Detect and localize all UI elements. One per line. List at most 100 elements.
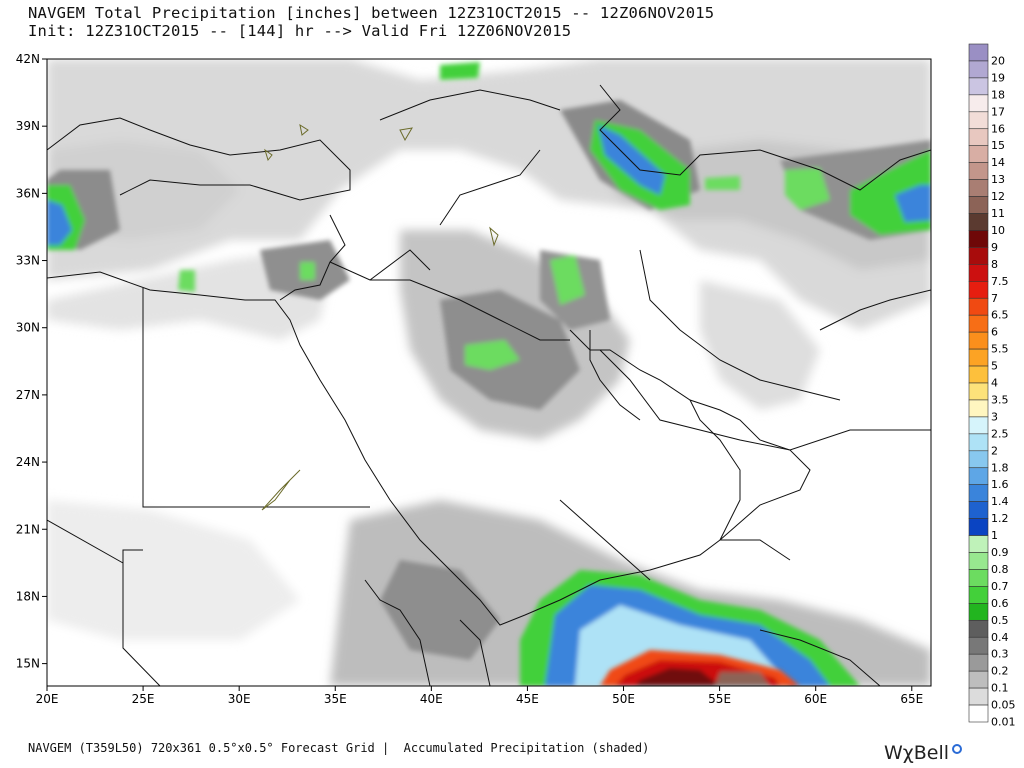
legend-label: 0.5 <box>991 614 1009 627</box>
legend-label: 6 <box>991 326 998 339</box>
legend-swatch <box>968 399 989 418</box>
legend-label: 0.6 <box>991 597 1009 610</box>
lat-tick-label: 42N <box>16 52 40 66</box>
legend-label: 17 <box>991 105 1005 118</box>
lat-tick-label: 18N <box>16 589 40 603</box>
legend-label: 8 <box>991 258 998 271</box>
map-frame <box>46 58 932 687</box>
lat-tick-label: 33N <box>16 254 40 268</box>
legend-swatch <box>968 687 989 706</box>
legend-swatch <box>968 94 989 113</box>
legend-label: 6.5 <box>991 309 1009 322</box>
legend-swatch <box>968 43 989 62</box>
legend-label: 5.5 <box>991 343 1009 356</box>
lon-tick-label: 60E <box>804 692 827 706</box>
lon-tick-label: 50E <box>612 692 635 706</box>
legend-swatch <box>968 331 989 350</box>
legend-label: 1 <box>991 529 998 542</box>
legend-swatch <box>968 196 989 214</box>
legend-swatch <box>968 179 989 197</box>
legend-label: 2.5 <box>991 427 1009 440</box>
map-area <box>47 59 931 686</box>
lat-tick-label: 27N <box>16 388 40 402</box>
legend-swatch <box>968 111 989 130</box>
legend-label: 7.5 <box>991 275 1009 288</box>
lon-tick-label: 55E <box>708 692 731 706</box>
legend-label: 7 <box>991 292 998 305</box>
legend-swatch <box>968 636 989 655</box>
legend-label: 1.4 <box>991 495 1009 508</box>
legend-label: 0.05 <box>991 699 1016 712</box>
legend-swatch <box>968 314 989 333</box>
lat-tick-label: 36N <box>16 186 40 200</box>
legend-label: 9 <box>991 241 998 254</box>
legend-swatch <box>968 382 989 401</box>
legend-swatch <box>968 297 989 316</box>
lon-tick-label: 25E <box>132 692 155 706</box>
legend-label: 0.1 <box>991 682 1009 695</box>
heavy-precip-core <box>600 650 800 686</box>
legend-swatch <box>968 704 989 723</box>
legend-label: 0.3 <box>991 648 1009 661</box>
legend-label: 1.6 <box>991 478 1009 491</box>
lon-tick-label: 20E <box>36 692 59 706</box>
lat-tick-label: 24N <box>16 455 40 469</box>
legend-label: 19 <box>991 71 1005 84</box>
brand-text: WχBell <box>884 742 950 764</box>
legend-label: 18 <box>991 88 1005 101</box>
legend-swatch <box>968 348 989 367</box>
lat-tick-label: 21N <box>16 522 40 536</box>
lon-tick-label: 35E <box>324 692 347 706</box>
legend-swatch <box>968 213 989 231</box>
legend-swatch <box>968 60 989 79</box>
legend-label: 4 <box>991 377 998 390</box>
coastlines-borders <box>47 84 931 686</box>
axis-ticks: 20E 25E 30E 35E 40E 45E 50E 55E 60E 65E 42N 39N 36N 3… <box>16 52 923 706</box>
legend-swatch <box>968 586 989 604</box>
legend-label: 0.8 <box>991 563 1009 576</box>
legend-swatch <box>968 77 989 96</box>
legend-swatch <box>968 162 989 180</box>
legend-swatch <box>968 416 989 435</box>
legend-label: 0.01 <box>991 716 1016 729</box>
legend-label: 2 <box>991 444 998 457</box>
legend-label: 11 <box>991 207 1005 220</box>
lakes <box>261 123 499 511</box>
legend-swatch <box>968 128 989 147</box>
lat-tick-label: 15N <box>16 657 40 671</box>
legend-label: 13 <box>991 173 1005 186</box>
legend-label: 1.8 <box>991 461 1009 474</box>
legend-label: 16 <box>991 122 1005 135</box>
legend-swatch <box>968 569 989 587</box>
legend-swatch <box>968 653 989 672</box>
brand-dot-icon <box>952 744 963 754</box>
legend-label: 12 <box>991 190 1005 203</box>
legend-swatch <box>968 484 989 502</box>
chart-subtitle: Init: 12Z31OCT2015 -- [144] hr --> Valid… <box>28 22 572 40</box>
legend-label: 10 <box>991 224 1005 237</box>
legend-swatch <box>968 603 989 621</box>
legend-swatch <box>968 450 989 469</box>
brand-logo: WχBell <box>884 742 963 764</box>
legend-swatch <box>968 365 989 384</box>
legend-label: 15 <box>991 139 1005 152</box>
legend-label: 1.2 <box>991 512 1009 525</box>
legend-label: 0.7 <box>991 580 1009 593</box>
legend-label: 3.5 <box>991 393 1009 406</box>
legend-label: 3 <box>991 410 998 423</box>
lon-tick-label: 65E <box>900 692 923 706</box>
chart-title: NAVGEM Total Precipitation [inches] betw… <box>28 4 715 22</box>
legend-swatch <box>968 247 989 265</box>
legend-label: 0.4 <box>991 631 1009 644</box>
legend-label: 20 <box>991 54 1005 67</box>
legend-label: 14 <box>991 156 1005 169</box>
lon-tick-label: 45E <box>516 692 539 706</box>
legend-swatch <box>968 280 989 299</box>
lon-tick-label: 30E <box>228 692 251 706</box>
legend-swatch <box>968 501 989 519</box>
legend-swatch <box>968 145 989 163</box>
lat-tick-label: 30N <box>16 321 40 335</box>
legend-swatch <box>968 518 989 536</box>
lon-tick-label: 40E <box>420 692 443 706</box>
